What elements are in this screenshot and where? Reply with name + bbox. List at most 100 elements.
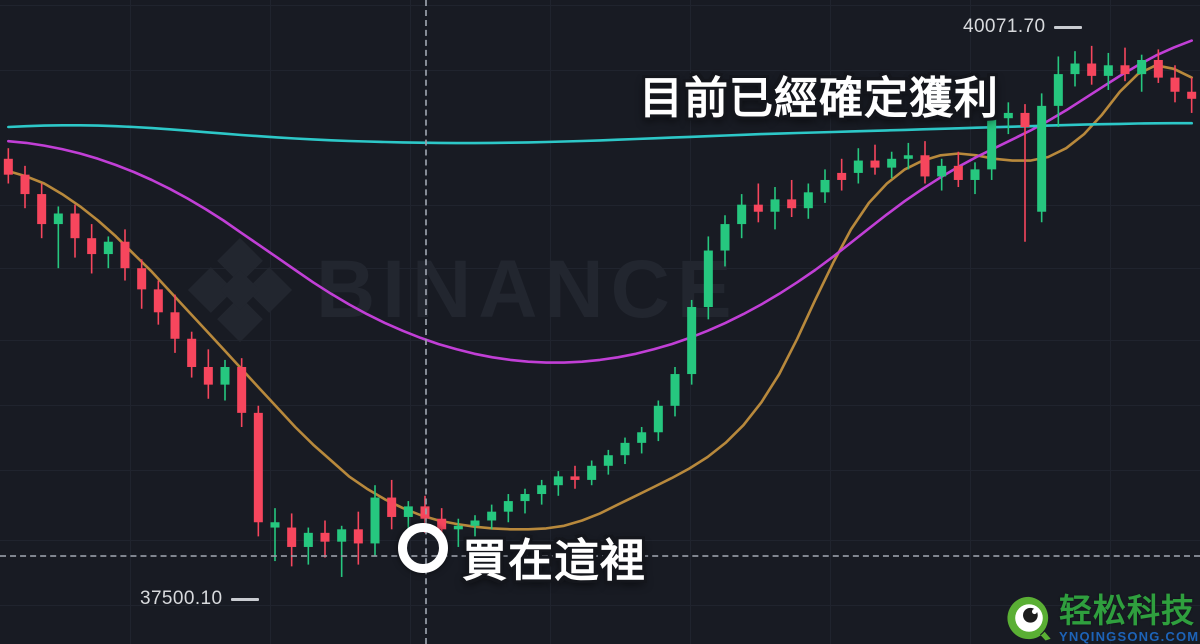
- eye-circle-logo-icon: [1007, 596, 1051, 641]
- candle-body-up: [453, 525, 463, 530]
- candle-body-up: [970, 169, 980, 180]
- candle-body-up: [220, 366, 230, 385]
- candle-body-up: [620, 442, 630, 456]
- candle-body-up: [670, 374, 680, 406]
- candle-body-up: [937, 165, 947, 177]
- candle-body-up: [537, 485, 547, 495]
- candle-body-down: [353, 529, 363, 544]
- candle-body-up: [720, 224, 730, 251]
- candle-body-up: [103, 241, 113, 255]
- candle-body-down: [1170, 77, 1180, 92]
- buy-point-circle-marker: [398, 523, 448, 573]
- ma-line-ma-fast: [7, 64, 1193, 531]
- price-label-low: 37500.10: [140, 588, 260, 610]
- grid-line-vertical: [130, 0, 131, 644]
- grid-line-vertical: [970, 0, 971, 644]
- grid-line-vertical: [270, 0, 271, 644]
- site-logo-name: 轻松科技: [1059, 591, 1195, 629]
- candle-body-up: [770, 199, 780, 212]
- candle-body-up: [337, 529, 347, 542]
- candle-body-up: [1037, 105, 1047, 212]
- price-label-low-tick: [231, 597, 260, 601]
- moving-average-lines: [7, 39, 1193, 531]
- price-label-high-tick: [1054, 25, 1083, 29]
- candle-body-up: [1003, 112, 1013, 119]
- candle-body-down: [137, 268, 147, 290]
- candle-body-up: [887, 158, 897, 168]
- candle-body-up: [1103, 65, 1113, 76]
- annotation-buy-here-text: 買在這裡: [462, 535, 647, 586]
- grid-line-horizontal: [0, 268, 1200, 269]
- candle-body-down: [1020, 112, 1030, 128]
- site-logo-domain: YNQINGSONG.COM: [1059, 628, 1200, 644]
- candle-body-down: [253, 412, 263, 523]
- candle-body-down: [1153, 59, 1163, 78]
- grid-line-horizontal: [0, 605, 1200, 606]
- grid-line-horizontal: [0, 70, 1200, 71]
- candle-body-down: [1187, 91, 1197, 99]
- candle-body-up: [470, 520, 480, 526]
- candle-body-up: [737, 204, 747, 225]
- candle-body-up: [1137, 59, 1147, 75]
- candle-body-up: [603, 455, 613, 466]
- candle-body-up: [520, 494, 530, 502]
- candle-body-down: [787, 199, 797, 209]
- candle-body-down: [920, 155, 930, 177]
- candle-body-up: [587, 465, 597, 480]
- candle-body-up: [1053, 74, 1063, 106]
- grid-line-horizontal: [0, 540, 1200, 541]
- grid-line-horizontal: [0, 405, 1200, 406]
- candle-body-down: [20, 174, 30, 195]
- candle-body-up: [820, 179, 830, 193]
- candle-body-up: [803, 192, 813, 209]
- candle-body-down: [3, 158, 13, 175]
- horizontal-price-guide: [0, 555, 1200, 557]
- candle-body-down: [153, 289, 163, 313]
- grid-line-horizontal: [0, 205, 1200, 206]
- vertical-crosshair-guide: [425, 0, 427, 644]
- candle-body-down: [237, 366, 247, 413]
- candle-body-up: [403, 506, 413, 517]
- ma-line-ma-mid: [7, 39, 1193, 364]
- site-logo[interactable]: 轻松科技 YNQINGSONG.COM: [1006, 592, 1200, 644]
- candle-body-up: [487, 511, 497, 521]
- candle-body-up: [503, 501, 513, 512]
- candle-body-up: [687, 307, 697, 375]
- candle-body-down: [203, 366, 213, 385]
- grid-line-horizontal: [0, 5, 1200, 6]
- candle-body-down: [753, 204, 763, 212]
- candle-body-up: [987, 118, 997, 170]
- candle-body-up: [553, 476, 563, 486]
- price-label-low-value: 37500.10: [140, 588, 223, 609]
- grid-line-vertical: [410, 0, 411, 644]
- candle-body-down: [187, 338, 197, 367]
- candle-body-down: [320, 532, 330, 542]
- price-label-high: 40071.70: [963, 16, 1083, 38]
- candle-body-up: [270, 522, 280, 528]
- ma-line-ma-slow: [7, 121, 1193, 145]
- candle-body-down: [387, 497, 397, 517]
- candle-body-down: [87, 238, 97, 255]
- grid-line-horizontal: [0, 340, 1200, 341]
- candle-body-down: [287, 527, 297, 547]
- candle-body-down: [1120, 65, 1130, 75]
- price-label-high-value: 40071.70: [963, 16, 1046, 37]
- candle-body-down: [870, 160, 880, 168]
- candle-body-down: [437, 518, 447, 530]
- grid-line-vertical: [550, 0, 551, 644]
- candle-body-up: [303, 532, 313, 547]
- candle-body-down: [953, 165, 963, 180]
- site-logo-words: 轻松科技 YNQINGSONG.COM: [1059, 594, 1199, 643]
- candle-body-down: [570, 476, 580, 480]
- candle-body-down: [70, 213, 80, 239]
- candle-body-down: [37, 194, 47, 225]
- grid-line-horizontal: [0, 470, 1200, 471]
- candle-series: [3, 45, 1197, 577]
- candle-body-up: [1070, 63, 1080, 75]
- candle-body-up: [637, 432, 647, 443]
- annotation-profit-text: 目前已經確定獲利: [639, 74, 999, 123]
- candle-body-up: [853, 160, 863, 173]
- candle-body-down: [837, 172, 847, 180]
